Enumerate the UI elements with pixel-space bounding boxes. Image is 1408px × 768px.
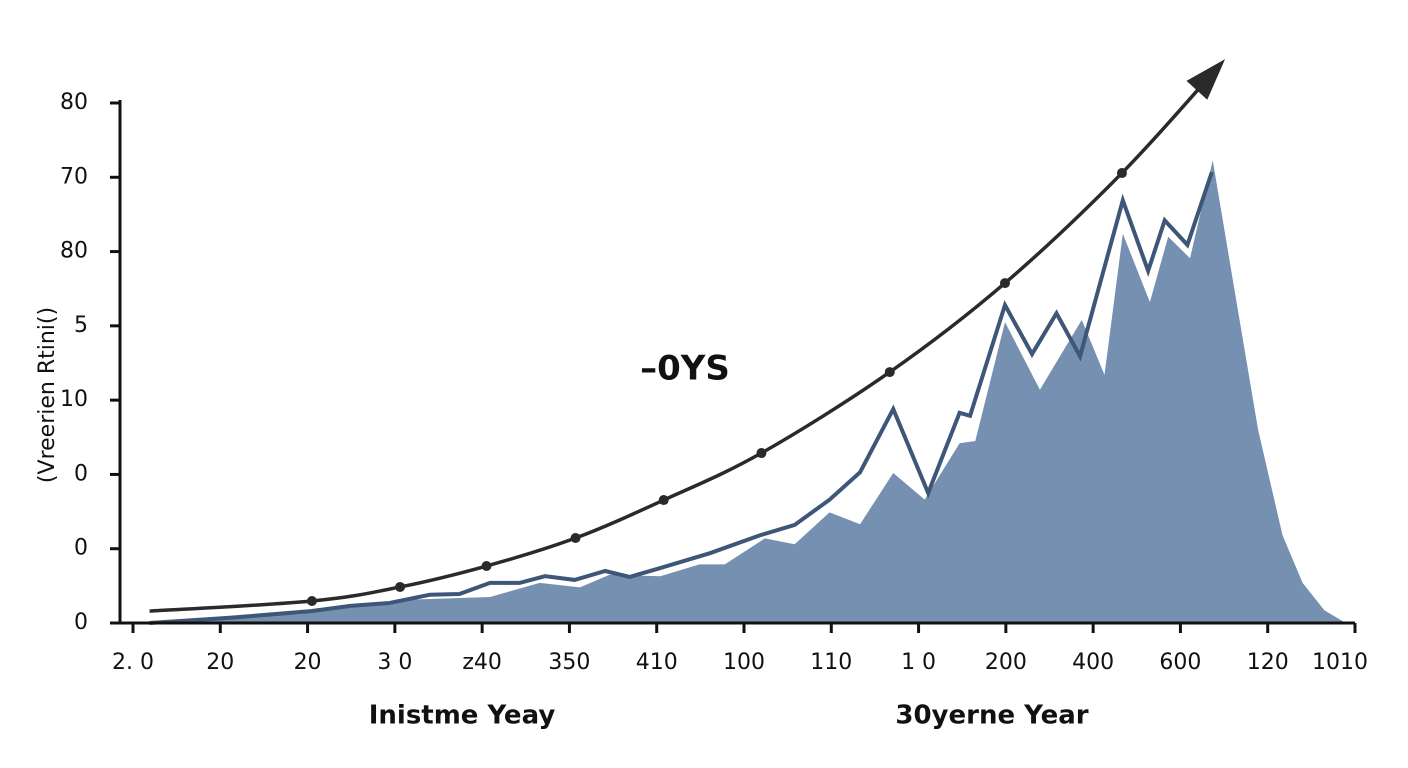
- x-tick-label: 1 0: [901, 650, 936, 675]
- point: [481, 561, 492, 572]
- arrowhead: [1186, 59, 1226, 100]
- y-tick-label: 10: [60, 387, 88, 412]
- x-tick-label: 110: [810, 650, 852, 675]
- point: [306, 596, 317, 607]
- area: [149, 160, 1345, 623]
- point: [999, 278, 1010, 289]
- x-tick-label: 20: [206, 650, 234, 675]
- x-tick-label: 20: [294, 650, 322, 675]
- y-tick-label: 0: [74, 536, 88, 561]
- y-tick-label: 0: [74, 461, 88, 486]
- point: [884, 367, 895, 378]
- y-tick-label: 80: [60, 90, 88, 115]
- x-tick-label: 200: [985, 650, 1027, 675]
- x-tick-label: 600: [1159, 650, 1201, 675]
- point: [658, 495, 669, 506]
- x-tick-label: 1010: [1312, 650, 1368, 675]
- y-tick-label: 5: [74, 313, 88, 338]
- x-tick-label: 3 0: [377, 650, 412, 675]
- x-tick-label: z40: [462, 650, 502, 675]
- x-axis-label: Inistme Yeay: [369, 701, 556, 731]
- y-tick-label: 70: [60, 164, 88, 189]
- x-tick-label: 350: [548, 650, 590, 675]
- x-tick-label: 410: [636, 650, 678, 675]
- point: [1116, 168, 1127, 179]
- x-tick-label: 120: [1247, 650, 1289, 675]
- point: [395, 581, 406, 592]
- point: [756, 448, 767, 459]
- x-tick-label: 100: [723, 650, 765, 675]
- annotation: –0YS: [640, 349, 730, 389]
- curve: [149, 63, 1222, 613]
- y-tick-label: 80: [60, 239, 88, 264]
- x-tick-label: 400: [1072, 650, 1114, 675]
- x-axis-label: 30yerne Year: [895, 701, 1088, 731]
- y-tick-label: 0: [74, 610, 88, 635]
- y-axis-label: (Vreerien Rtini(): [35, 307, 60, 483]
- point: [570, 533, 581, 544]
- line: [149, 171, 1214, 625]
- x-tick-label: 2. 0: [112, 650, 154, 675]
